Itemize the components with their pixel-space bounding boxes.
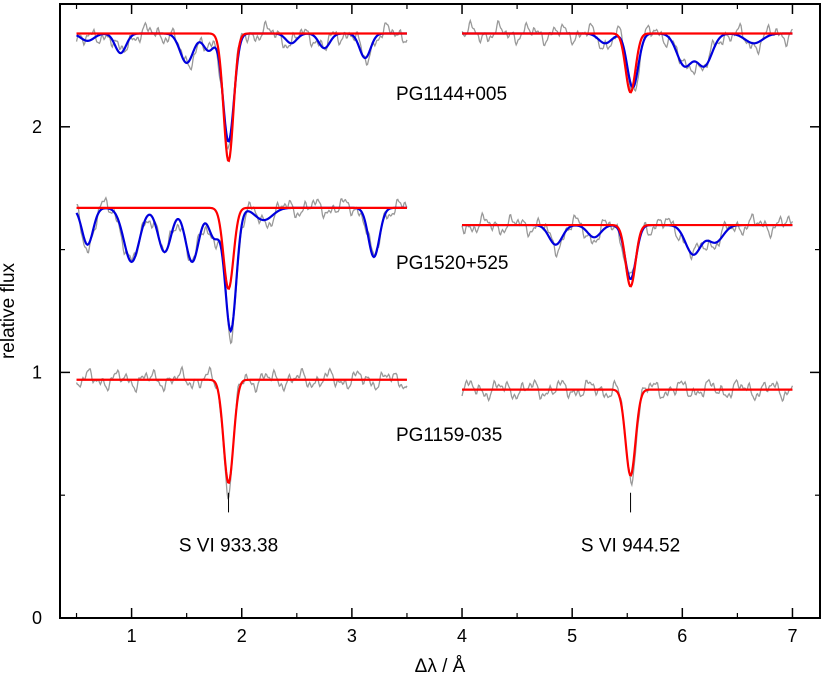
observed-spectrum — [75, 365, 408, 500]
y-axis-label: relative flux — [0, 262, 19, 359]
star-label: PG1520+525 — [396, 253, 509, 274]
star-label: PG1159-035 — [396, 425, 502, 446]
observed-spectrum — [461, 378, 794, 488]
model-full-spectrum — [75, 206, 407, 334]
y-tick-label: 1 — [32, 362, 42, 382]
model-s-vi-spectrum — [462, 223, 793, 288]
model-s-vi-spectrum — [76, 32, 407, 163]
spectra-curves — [75, 18, 794, 500]
model-s-vi-spectrum — [462, 388, 793, 477]
x-tick-label: 2 — [237, 626, 247, 646]
plot-frame — [59, 3, 821, 619]
x-axis-label: Δλ / Å — [415, 656, 466, 677]
annotations-group: PG1144+005 PG1520+525 PG1159-035 S VI 933.3… — [179, 84, 680, 557]
x-tick-label: 1 — [127, 626, 137, 646]
model-s-vi-spectrum — [76, 378, 407, 485]
line-id-label: S VI 933.38 — [179, 536, 278, 557]
y-tick-label: 2 — [32, 117, 42, 137]
x-tick-label: 7 — [787, 626, 797, 646]
y-tick-label: 0 — [32, 608, 42, 628]
x-tick-label: 5 — [567, 626, 577, 646]
model-s-vi-spectrum — [462, 32, 793, 94]
observed-spectrum — [75, 19, 408, 151]
x-tick-label: 4 — [457, 626, 467, 646]
x-tick-label: 3 — [347, 626, 357, 646]
model-s-vi-spectrum — [76, 206, 407, 291]
star-label: PG1144+005 — [396, 84, 507, 105]
line-id-label: S VI 944.52 — [581, 536, 680, 557]
x-tick-label: 6 — [677, 626, 687, 646]
